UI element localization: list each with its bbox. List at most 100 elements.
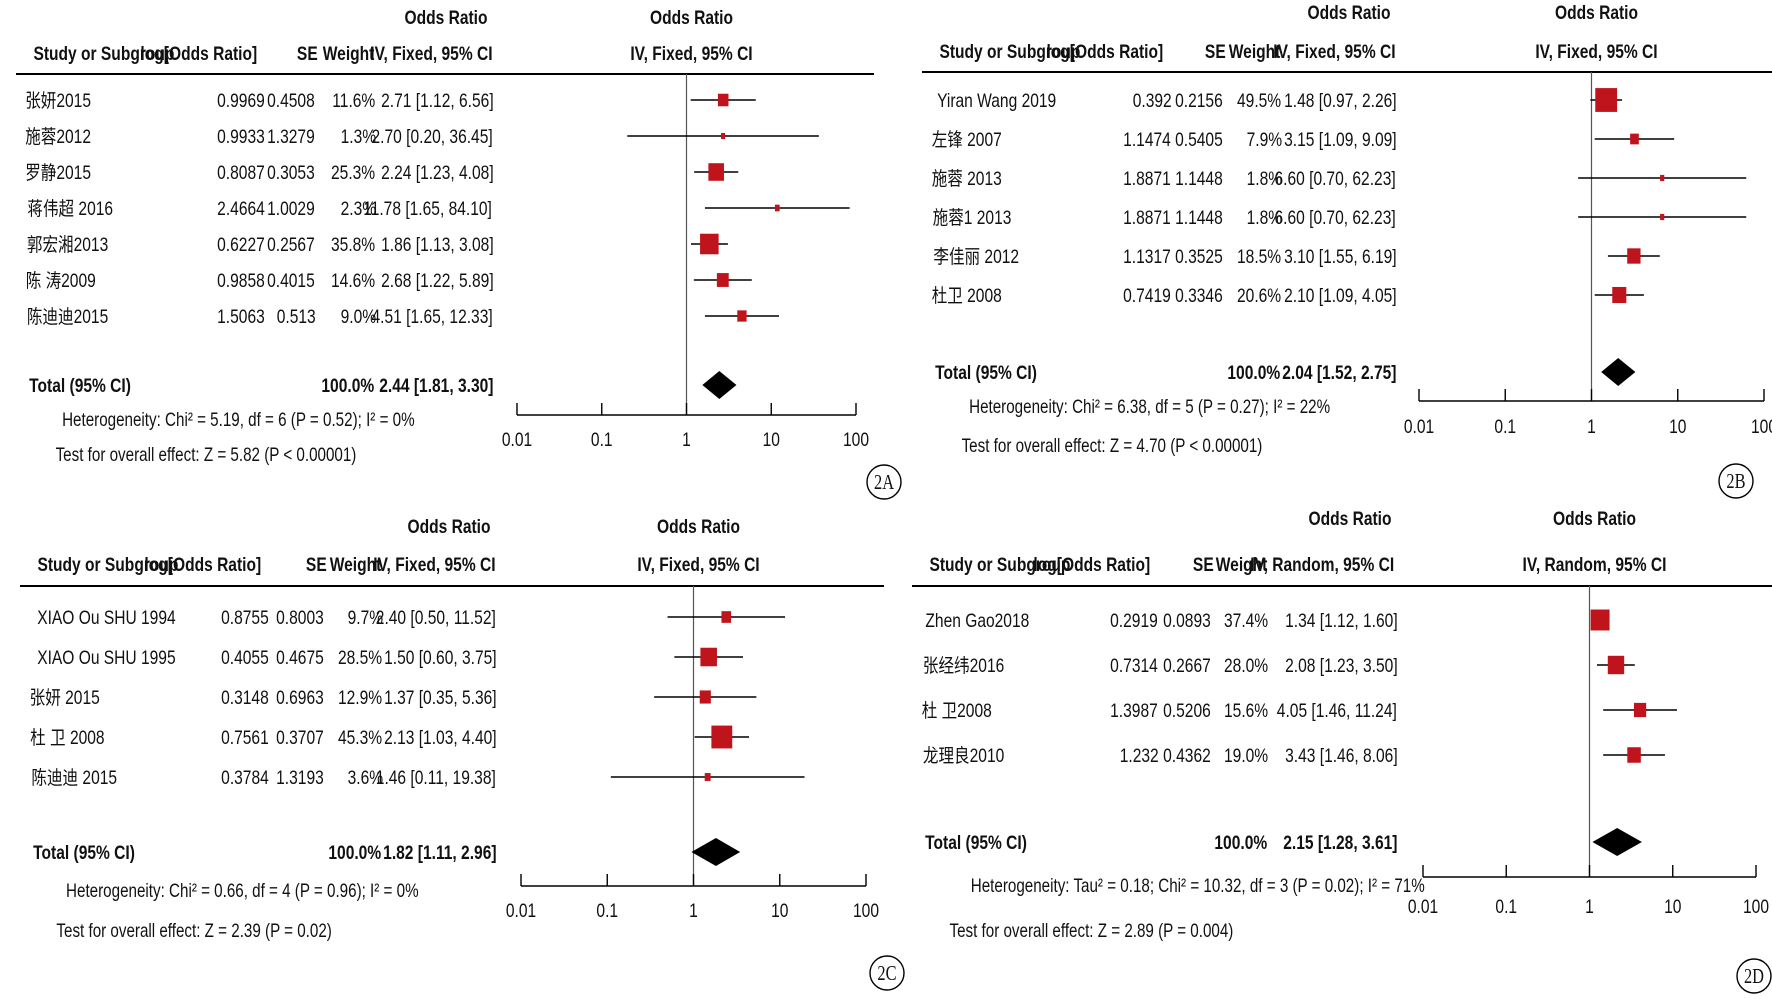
study-name: 蒋伟超 2016 (27, 198, 113, 220)
header-odds-ratio: Odds Ratio (404, 7, 487, 29)
odds-ratio-ci-value: 2.08 [1.23, 3.50] (1285, 655, 1398, 677)
header-weight: Weight (330, 554, 382, 576)
study-name: 施蓉2012 (25, 126, 91, 148)
x-axis-tick-label: 1 (682, 429, 691, 451)
se-value: 1.3279 (267, 126, 315, 148)
header-log-odds-ratio: log[Odds Ratio] (1046, 41, 1163, 63)
study-row: 蒋伟超 2016 2.4664 1.0029 2.3%11.78 [1.65, 84.… (27, 198, 850, 220)
header-plot-odds-ratio: Odds Ratio (650, 7, 733, 29)
x-axis-tick-label: 0.1 (591, 429, 613, 451)
log-or-value: 0.7419 (1123, 285, 1171, 307)
total-ci-value: 1.82 [1.11, 2.96] (383, 842, 496, 864)
study-row: 郭宏湘2013 0.6227 0.2567 35.8% 1.86 [1.13, 3.08… (27, 234, 728, 256)
study-marker (704, 773, 711, 781)
header-plot-odds-ratio: Odds Ratio (1555, 2, 1638, 24)
pooled-diamond (691, 838, 741, 866)
study-row: 施蓉 2013 1.8871 1.1448 1.8%6.60 [0.70, 62.23… (932, 168, 1747, 190)
odds-ratio-ci-value: 1.34 [1.12, 1.60] (1285, 610, 1398, 632)
forest-panel-2a: Odds Ratio Odds Ratio Study or Subgrouplog… (16, 7, 902, 500)
x-axis-tick-label: 0.01 (506, 900, 536, 922)
heterogeneity-text: Heterogeneity: Tau² = 0.18; Chi² = 10.32… (971, 874, 1425, 896)
study-row: 陈迪迪 2015 0.3784 1.3193 3.6%1.46 [0.11, 19.3… (31, 767, 805, 789)
study-row: 罗静2015 0.8087 0.3053 25.3% 2.24 [1.23, 4.08] (25, 162, 739, 183)
se-value: 0.8003 (276, 607, 324, 629)
study-row: 杜卫 2008 0.7419 0.3346 20.6% 2.10 [1.09, 4.05… (932, 285, 1644, 307)
log-or-value: 0.7314 (1110, 655, 1158, 677)
study-name: 左锋 2007 (932, 129, 1002, 151)
forest-panel-2d: Odds Ratio Odds Ratio Study or Subgrouplog… (912, 508, 1772, 994)
weight-value: 1.8% (1247, 207, 1282, 229)
header-plot-method: IV, Fixed, 95% CI (1535, 41, 1657, 63)
se-value: 1.3193 (276, 767, 324, 789)
odds-ratio-ci-value: 2.40 [0.50, 11.52] (376, 607, 496, 629)
study-row: 李佳丽 2012 1.1317 0.3525 18.5% 3.10 [1.55, 6.1… (933, 246, 1660, 268)
weight-value: 45.3% (338, 727, 382, 749)
total-ci-value: 2.44 [1.81, 3.30] (379, 375, 493, 397)
study-row: XIAO Ou SHU 1994 0.8755 0.8003 9.7%2.40 [0.… (37, 607, 786, 629)
header-study: Study or Subgroup (37, 554, 178, 576)
forest-panel-2b: Odds Ratio Odds Ratio Study or Subgrouplog… (922, 2, 1772, 499)
weight-value: 1.3% (341, 126, 376, 148)
x-axis-tick-label: 0.1 (1494, 416, 1516, 438)
total-weight: 100.0% (1214, 832, 1267, 854)
x-axis-tick-label: 0.01 (1408, 896, 1438, 918)
x-axis-tick-label: 10 (1664, 896, 1681, 918)
total-ci-value: 2.04 [1.52, 2.75] (1282, 362, 1396, 384)
header-method: IV, Random, 95% CI (1250, 554, 1394, 576)
x-axis-tick-label: 100 (843, 429, 869, 451)
total-label: Total (95% CI) (29, 375, 131, 397)
log-or-value: 1.1317 (1123, 246, 1171, 268)
total-weight: 100.0% (321, 375, 374, 397)
log-or-value: 1.5063 (217, 306, 265, 328)
log-or-value: 0.7561 (221, 727, 269, 749)
header-odds-ratio: Odds Ratio (1308, 508, 1391, 530)
study-name: 施蓉1 2013 (933, 207, 1012, 229)
x-axis-tick-label: 10 (1669, 416, 1686, 438)
pooled-diamond (702, 371, 737, 399)
weight-value: 9.7% (348, 607, 383, 629)
odds-ratio-ci-value: 3.10 [1.55, 6.19] (1284, 246, 1397, 268)
log-or-value: 2.4664 (217, 198, 265, 220)
header-weight: Weight (1216, 554, 1268, 576)
log-or-value: 1.8871 (1123, 168, 1171, 190)
study-marker (1630, 133, 1639, 145)
study-name: 龙理良2010 (923, 745, 1004, 767)
panel-label: 2A (874, 471, 894, 494)
se-value: 0.0893 (1163, 610, 1211, 632)
se-value: 0.3525 (1175, 246, 1223, 268)
total-label: Total (95% CI) (33, 842, 135, 864)
study-name: XIAO Ou SHU 1994 (37, 607, 176, 629)
study-marker (699, 690, 711, 704)
header-method: IV, Fixed, 95% CI (1273, 41, 1395, 63)
odds-ratio-ci-value: 6.60 [0.70, 62.23] (1275, 168, 1396, 190)
se-value: 0.2567 (267, 234, 315, 256)
study-row: 张妍2015 0.9969 0.4508 11.6% 2.71 [1.12, 6.56] (25, 90, 756, 112)
x-axis-tick-label: 100 (1751, 416, 1772, 438)
x-axis-tick-label: 1 (689, 900, 698, 922)
x-axis-tick-label: 100 (1743, 896, 1769, 918)
study-marker (717, 93, 729, 107)
odds-ratio-ci-value: 2.13 [1.03, 4.40] (384, 727, 497, 749)
weight-value: 12.9% (338, 687, 382, 709)
study-name: 杜卫 2008 (932, 285, 1002, 307)
x-axis-tick-label: 100 (853, 900, 879, 922)
se-value: 0.6963 (276, 687, 324, 709)
study-name: 张妍2015 (25, 90, 91, 112)
header-study: Study or Subgroup (939, 41, 1080, 63)
study-row: 左锋 2007 1.1474 0.5405 7.9% 3.15 [1.09, 9.09] (932, 129, 1675, 151)
x-axis-tick-label: 1 (1585, 896, 1594, 918)
odds-ratio-ci-value: 1.46 [0.11, 19.38] (376, 767, 496, 789)
log-or-value: 1.232 (1120, 745, 1159, 767)
study-name: 施蓉 2013 (932, 168, 1002, 190)
log-or-value: 0.8755 (221, 607, 269, 629)
header-plot-odds-ratio: Odds Ratio (1553, 508, 1636, 530)
weight-value: 37.4% (1224, 610, 1268, 632)
se-value: 0.4508 (267, 90, 315, 112)
odds-ratio-ci-value: 4.51 [1.65, 12.33] (372, 306, 493, 328)
header-odds-ratio: Odds Ratio (1307, 2, 1390, 24)
log-or-value: 0.4055 (221, 647, 269, 669)
study-name: 杜 卫2008 (922, 700, 992, 722)
x-axis-tick-label: 0.01 (502, 429, 532, 451)
odds-ratio-ci-value: 1.86 [1.13, 3.08] (381, 234, 494, 256)
